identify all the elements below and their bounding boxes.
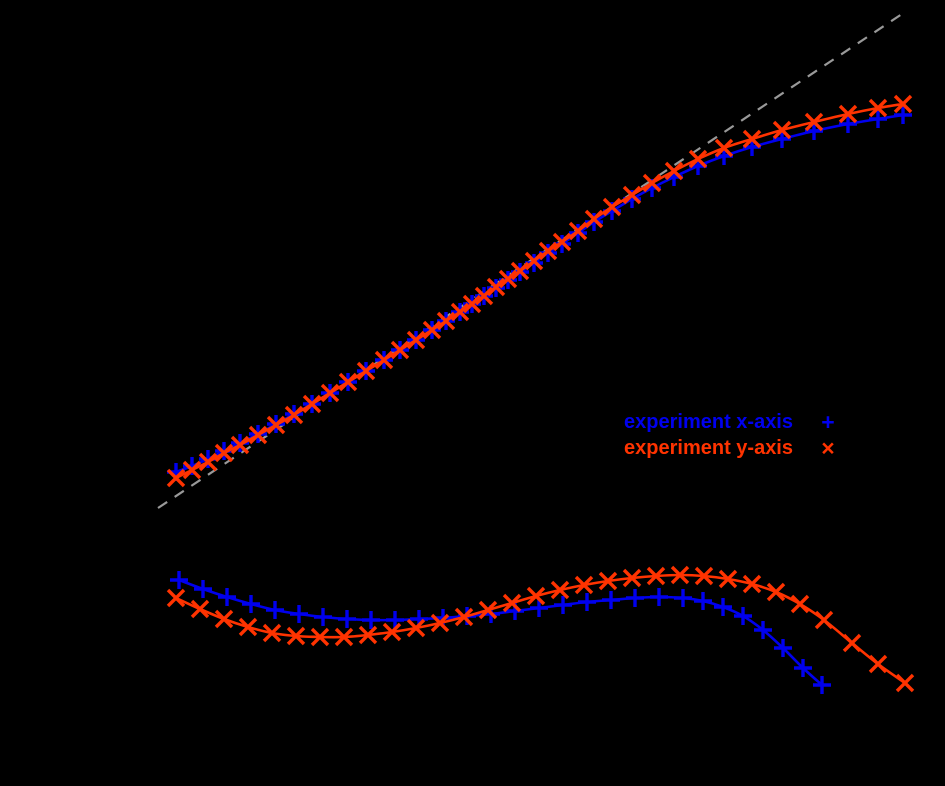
series-lower-experiment-y-axis [166,565,915,693]
series-lower-experiment-x-axis [170,571,831,694]
chart-legend: experiment x-axis + experiment y-axis × [583,410,845,466]
legend-marker-cross-icon: × [821,435,835,461]
legend-entry-experiment-y-axis: experiment y-axis × [583,436,845,462]
series-markers [166,565,915,693]
legend-label-experiment-y-axis: experiment y-axis [624,437,793,459]
data-series-layer [166,94,915,694]
series-upper-experiment-y-axis [166,94,913,488]
legend-marker-plus-icon: + [821,409,835,435]
series-markers [166,94,913,488]
legend-entry-experiment-x-axis: experiment x-axis + [583,410,845,436]
legend-label-experiment-x-axis: experiment x-axis [624,411,793,433]
series-markers [170,571,831,694]
